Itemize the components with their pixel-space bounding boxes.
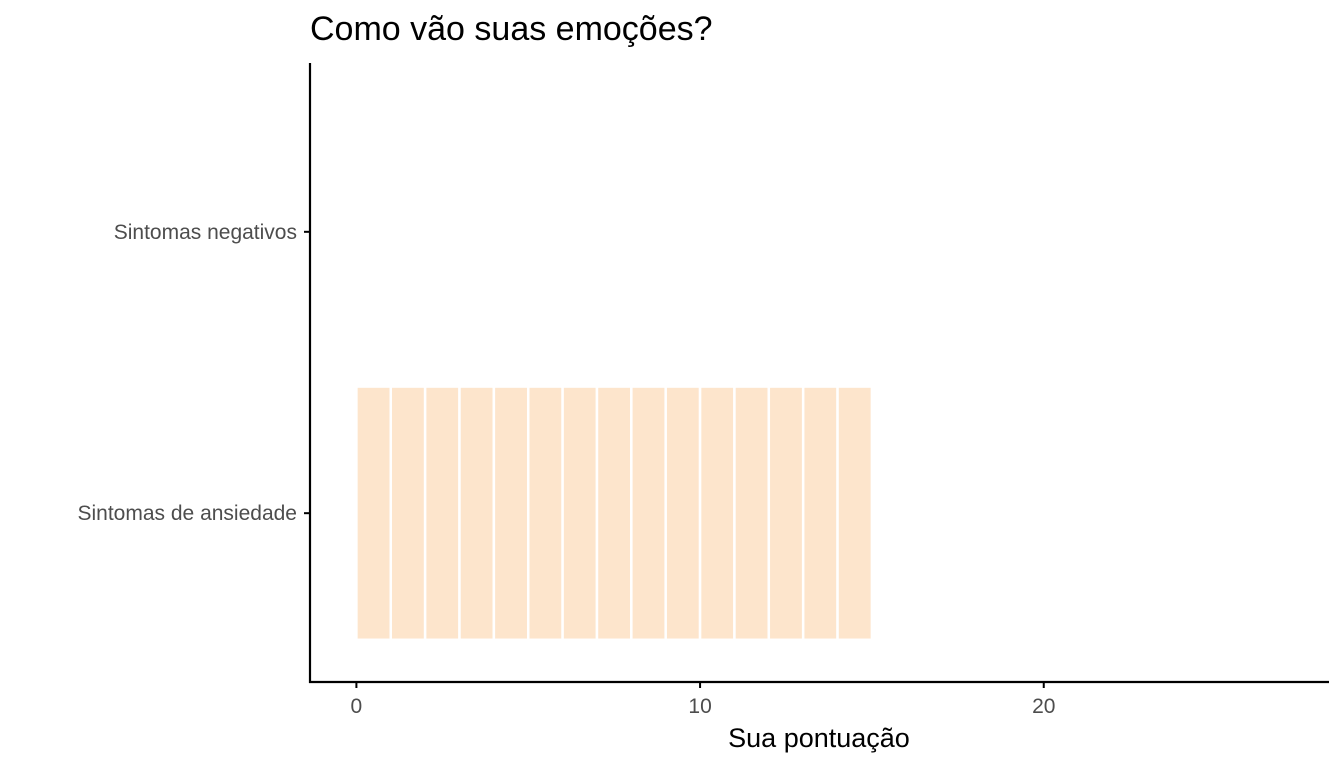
y-tick-label: Sintomas negativos <box>114 221 297 244</box>
bar-segment <box>492 385 530 642</box>
x-tick-label: 10 <box>688 695 711 718</box>
bar-segment <box>595 385 633 642</box>
bar-segment <box>526 385 564 642</box>
bar-segment <box>767 385 805 642</box>
bar-segment <box>836 385 874 642</box>
bar-segment <box>801 385 839 642</box>
bar-segment <box>664 385 702 642</box>
chart-title: Como vão suas emoções? <box>310 10 713 48</box>
x-axis: 0 10 20 <box>351 682 1055 718</box>
bar-segment <box>733 385 771 642</box>
bar-segment <box>355 385 393 642</box>
x-tick-label: 0 <box>351 695 363 718</box>
x-axis-label: Sua pontuação <box>728 723 910 753</box>
bar-segment <box>561 385 599 642</box>
bar-segment <box>630 385 667 642</box>
y-tick-label: Sintomas de ansiedade <box>78 502 298 525</box>
y-axis: Sintomas negativos Sintomas de ansiedade <box>78 221 310 525</box>
bar-segment <box>698 385 736 642</box>
bar-segment <box>389 385 427 642</box>
bars-layer <box>355 385 874 642</box>
bar-segment <box>458 385 496 642</box>
bar-segment <box>423 385 461 642</box>
bar-1 <box>355 385 874 642</box>
x-tick-label: 20 <box>1032 695 1055 718</box>
